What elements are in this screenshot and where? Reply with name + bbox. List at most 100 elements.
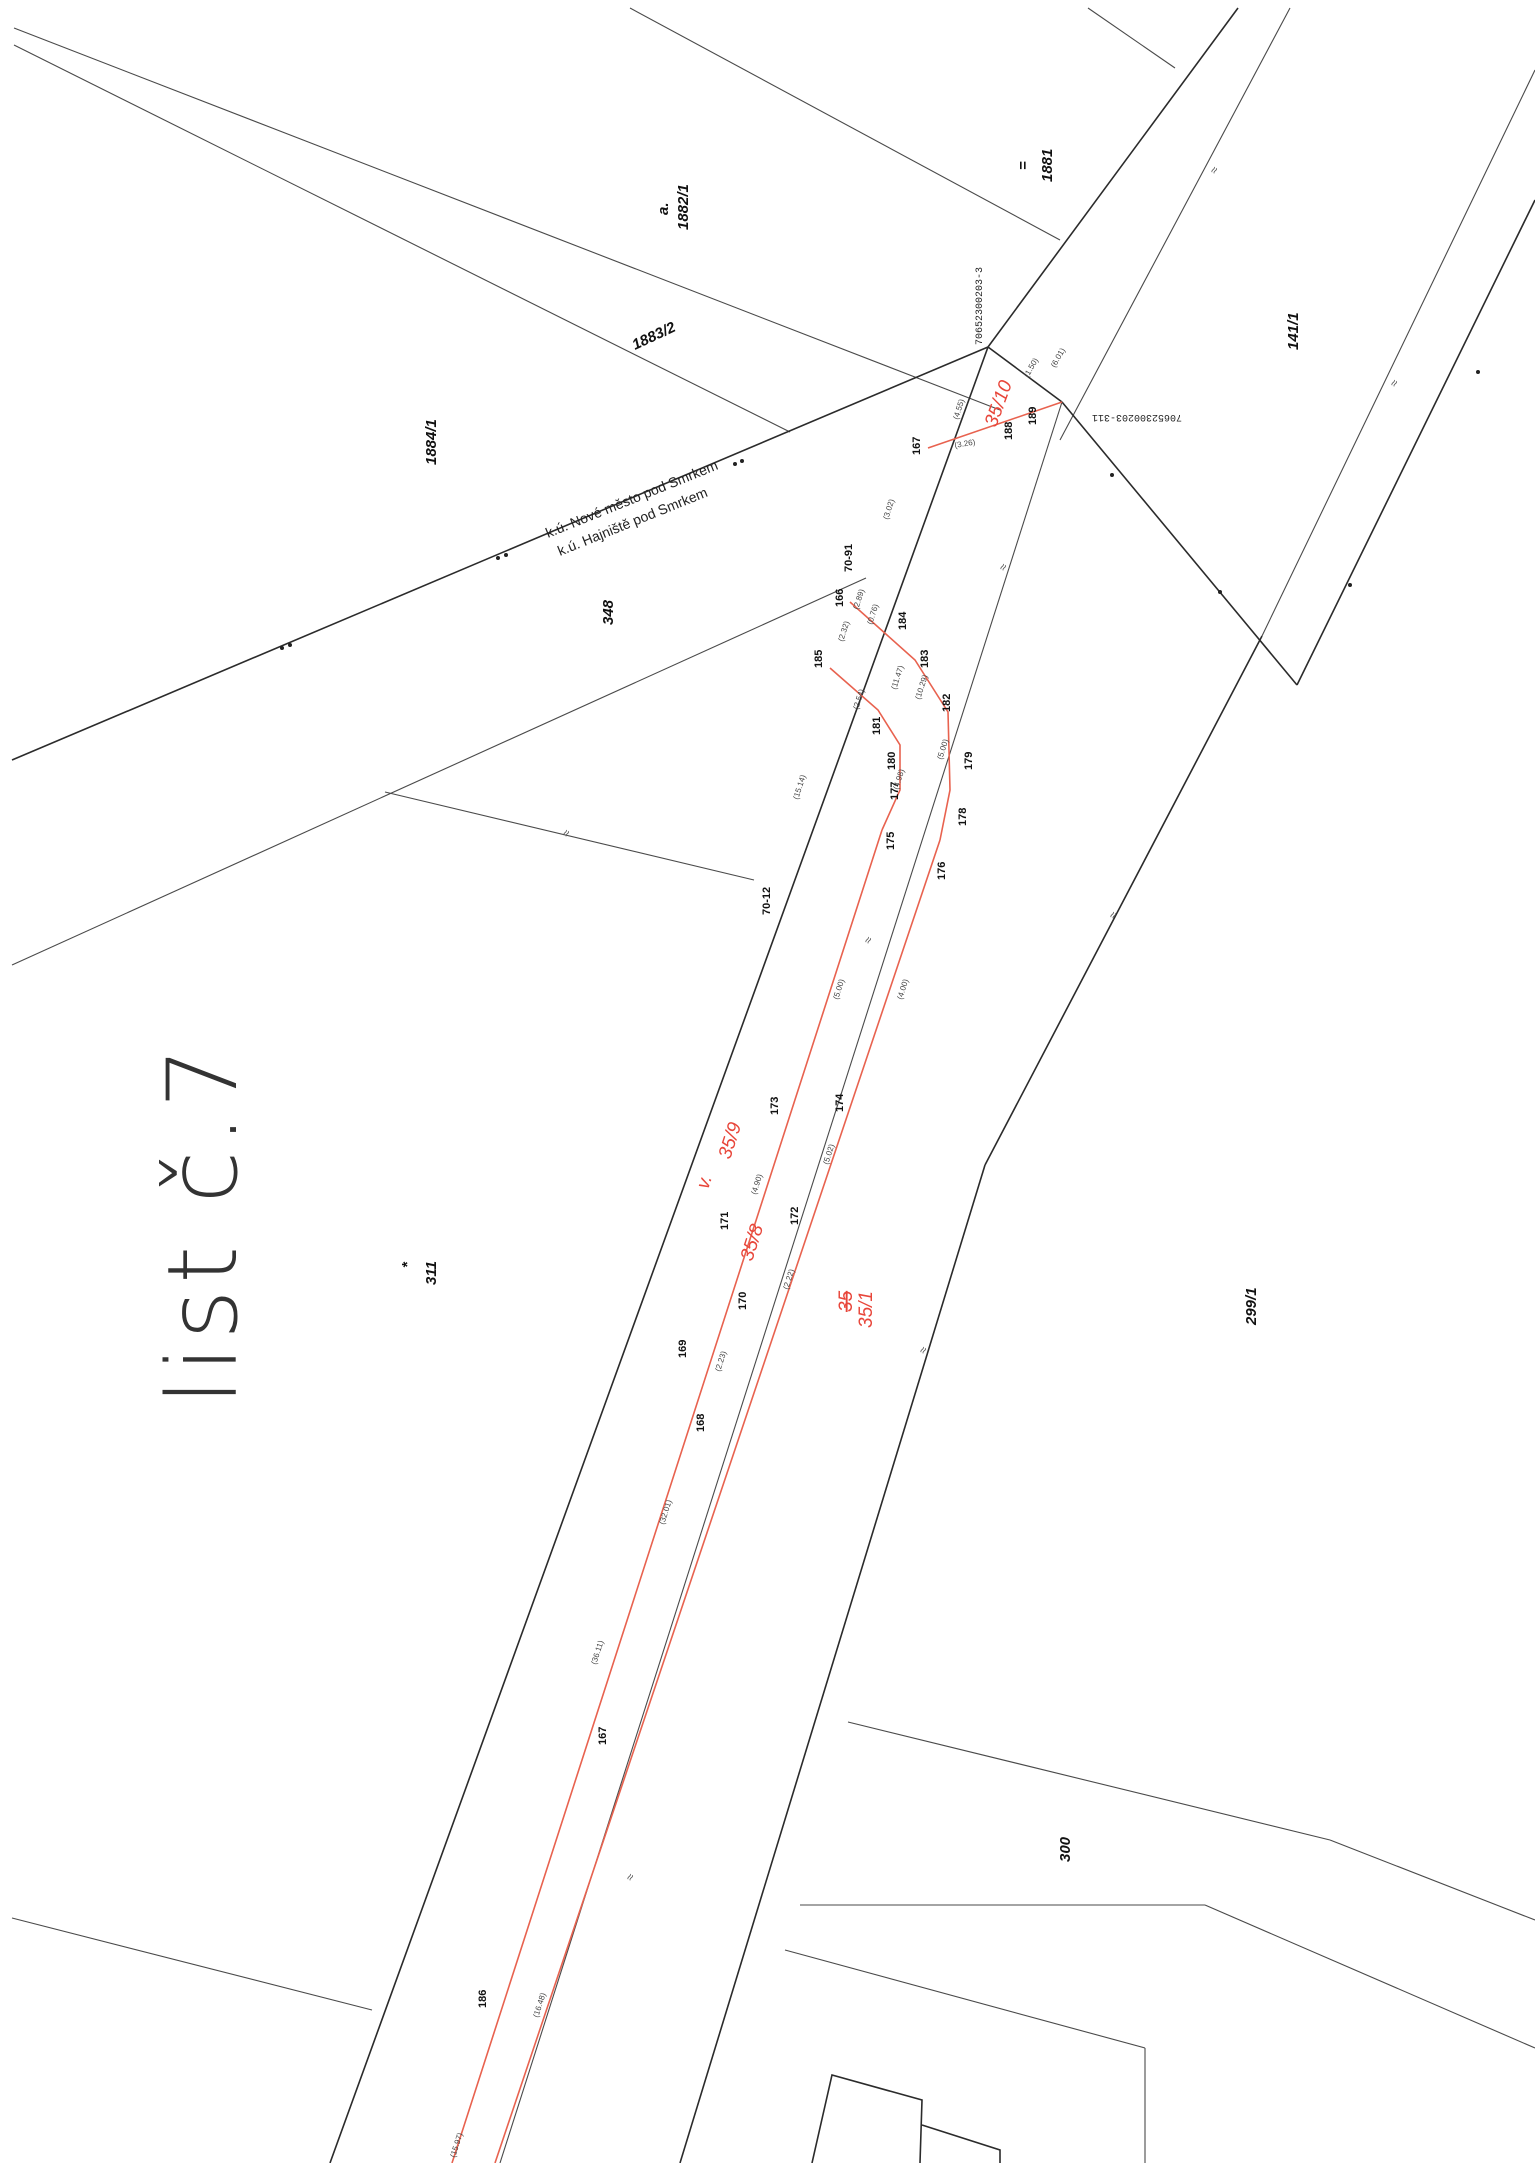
dimension-label: (15.97) <box>448 2131 464 2158</box>
boundary-line <box>1087 7 1176 69</box>
point-number: 166 <box>834 589 846 607</box>
point-number: 180 <box>886 752 898 770</box>
segment-mark: ≈ <box>1206 163 1222 176</box>
boundary-line <box>784 1949 1146 2049</box>
dimension-label: (2.23) <box>713 1350 728 1373</box>
new-parcel-number: v. <box>693 1172 717 1191</box>
parcel-number: 141/1 <box>1285 312 1302 350</box>
point-number: 169 <box>677 1340 689 1358</box>
dimension-label: (4.98) <box>891 768 906 791</box>
sheet-title: list č.7 <box>147 1041 259 1405</box>
new-boundary-line <box>494 839 941 2163</box>
boundary-line <box>1061 401 1298 686</box>
dimension-label: (32.01) <box>657 1498 673 1525</box>
parcel-number: * <box>399 1261 416 1268</box>
boundary-line <box>384 791 755 881</box>
point-number: 168 <box>695 1414 707 1432</box>
point-number: 172 <box>789 1207 801 1225</box>
segment-mark: ≈ <box>558 826 574 839</box>
point-number: 177 <box>889 782 901 800</box>
boundary-line <box>11 577 867 966</box>
road-west-edge <box>329 346 989 2163</box>
dimension-label: (36.11) <box>589 1639 605 1666</box>
point-number: 188 <box>1003 422 1015 440</box>
road-edge <box>1059 7 1291 441</box>
point-number: 170 <box>737 1292 749 1310</box>
border-marker <box>740 459 744 463</box>
survey-code: 70652300203-311 <box>1092 411 1182 422</box>
dimension-labels: (4.55) (3.26) (1.50) (6.01) (3.02) (2.89… <box>448 346 1067 2159</box>
boundary-line <box>11 1917 373 2011</box>
dimension-label: (2.32) <box>836 620 851 643</box>
point-number: 175 <box>885 832 897 850</box>
point-number: 186 <box>477 1990 489 2008</box>
segment-mark: ≈ <box>860 933 876 946</box>
dimension-label: (2.89) <box>851 588 866 611</box>
point-number: 182 <box>941 694 953 712</box>
new-boundary-line <box>451 829 883 2163</box>
new-parcel-number: 35/1 <box>856 1291 877 1328</box>
point-number: 189 <box>1027 407 1039 425</box>
new-parcel-number: 35/8 <box>737 1221 769 1263</box>
point-number: 178 <box>957 808 969 826</box>
road-edge <box>1296 199 1535 686</box>
point-number: 185 <box>813 650 825 668</box>
new-boundary-line <box>849 601 951 841</box>
road-edge <box>987 7 1239 348</box>
point-number: 167 <box>911 437 923 455</box>
point-number: 171 <box>719 1212 731 1230</box>
dimension-label: (3.02) <box>881 498 896 521</box>
new-parcel-number: 35/9 <box>715 1119 747 1161</box>
point-number: 173 <box>769 1097 781 1115</box>
new-boundaries <box>451 401 1063 2163</box>
point-number: 70-12 <box>761 887 773 915</box>
road-edge <box>1261 69 1535 637</box>
dimension-label: (10.29) <box>913 673 929 700</box>
new-boundary-line <box>927 401 1063 449</box>
dimension-label: (2.54) <box>851 688 866 711</box>
point-number: 179 <box>963 752 975 770</box>
border-marker <box>1218 590 1222 594</box>
dimension-label: (15.14) <box>791 773 807 800</box>
point-number: 70-91 <box>843 544 855 572</box>
border-marker <box>288 643 292 647</box>
dimension-label: (11.47) <box>889 664 905 691</box>
parcel-number: 1882/1 <box>675 184 692 230</box>
dimension-label: (2.22) <box>781 1268 796 1291</box>
parcel-number: 1884/1 <box>423 419 440 465</box>
parcel-number: 300 <box>1057 1836 1074 1862</box>
point-number: 183 <box>919 650 931 668</box>
dimension-label: (0.76) <box>865 603 880 626</box>
new-parcel-labels: 35/10 v. 35/9 35/8 35 35/1 <box>693 377 1017 1328</box>
road-east-edge <box>984 635 1263 1166</box>
point-number: 174 <box>834 1093 846 1112</box>
segment-mark: ≈ <box>995 560 1011 573</box>
point-number: 167 <box>597 1727 609 1745</box>
border-marker <box>733 462 737 466</box>
parcel-number: a. <box>655 202 672 215</box>
boundary-line <box>1329 1839 1535 1921</box>
border-marker <box>504 553 508 557</box>
segment-mark: ≈ <box>915 1343 931 1356</box>
segment-marks: ≈ ≈ ≈ ≈ ≈ ≈ ≈ ≈ <box>558 163 1402 1883</box>
border-marker <box>280 646 284 650</box>
parcel-number: 348 <box>600 599 617 625</box>
boundary-line <box>1204 1904 1535 2049</box>
border-marker <box>496 556 500 560</box>
border-marker <box>1476 370 1480 374</box>
segment-mark: ≈ <box>1386 376 1402 389</box>
point-number: 176 <box>936 862 948 880</box>
boundary-line <box>987 346 1063 403</box>
parcel-number: = <box>1015 161 1032 170</box>
parcel-number: 311 <box>423 1261 440 1285</box>
boundary-line <box>629 7 1061 241</box>
dimension-label: (4.00) <box>895 978 910 1001</box>
dimension-label: (4.55) <box>951 398 966 421</box>
boundary-line <box>847 1721 1331 1841</box>
parcel-number: 299/1 <box>1243 1287 1260 1326</box>
border-markers <box>280 370 1480 650</box>
building-outline <box>811 2074 923 2163</box>
cadastral-border <box>11 346 989 761</box>
boundary-line <box>13 44 791 433</box>
dimension-label: (1.50) <box>1022 356 1040 379</box>
